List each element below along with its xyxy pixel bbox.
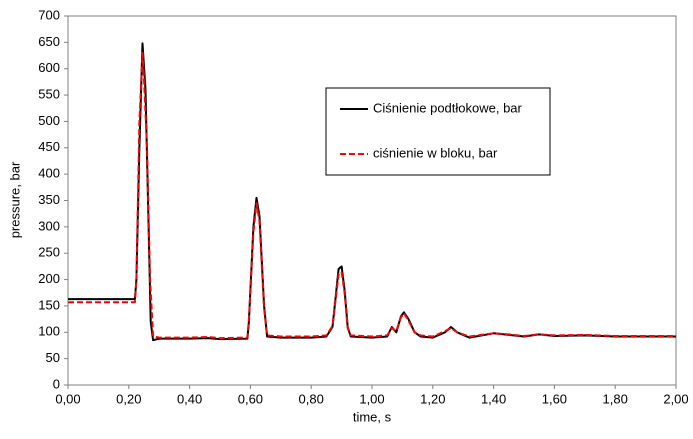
legend-box	[325, 87, 551, 176]
x-tick-label: 2,00	[663, 391, 688, 406]
x-tick-label: 1,20	[420, 391, 445, 406]
y-tick-label: 150	[38, 297, 60, 312]
y-tick-label: 300	[38, 218, 60, 233]
y-tick-label: 700	[38, 7, 60, 22]
y-axis-label: pressure, bar	[7, 161, 22, 238]
x-tick-label: 0,80	[299, 391, 324, 406]
y-tick-label: 100	[38, 324, 60, 339]
y-tick-label: 650	[38, 34, 60, 49]
y-tick-label: 500	[38, 113, 60, 128]
y-tick-label: 600	[38, 60, 60, 75]
x-axis-label: time, s	[353, 409, 392, 424]
x-tick-label: 0,20	[116, 391, 141, 406]
x-tick-label: 1,00	[359, 391, 384, 406]
x-tick-label: 0,40	[177, 391, 202, 406]
x-tick-label: 1,40	[481, 391, 506, 406]
data-line	[68, 51, 676, 340]
y-tick-label: 50	[46, 350, 60, 365]
plot-frame	[67, 15, 677, 386]
y-tick-label: 0	[53, 376, 60, 391]
y-tick-label: 350	[38, 192, 60, 207]
y-tick-label: 250	[38, 245, 60, 260]
x-tick-label: 0,60	[238, 391, 263, 406]
x-tick-label: 0,00	[55, 391, 80, 406]
legend-label: Ciśnienie podtłokowe, bar	[373, 100, 523, 115]
legend-label: ciśnienie w bloku, bar	[373, 145, 498, 160]
x-tick-label: 1,60	[542, 391, 567, 406]
y-tick-label: 450	[38, 139, 60, 154]
y-tick-label: 550	[38, 87, 60, 102]
x-tick-label: 1,80	[603, 391, 628, 406]
y-tick-label: 400	[38, 166, 60, 181]
y-tick-label: 200	[38, 271, 60, 286]
